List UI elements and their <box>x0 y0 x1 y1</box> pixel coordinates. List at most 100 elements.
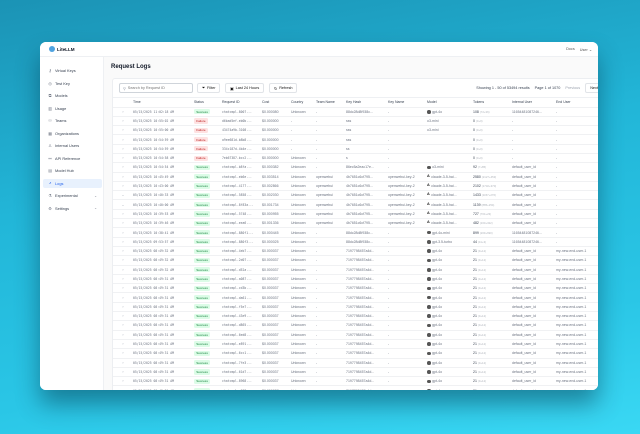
table-row[interactable]: › 05/15/2025 10:54:58 AM Failure 7eb67387-b… <box>113 153 598 164</box>
sidebar-item-organizations[interactable]: ▦ Organizations <box>43 129 102 138</box>
chevron-right-icon[interactable]: › <box>113 330 132 340</box>
sidebar-item-logs[interactable]: ⩘ Logs <box>43 178 102 188</box>
request-id-cell[interactable]: chatcmpl-8f83a... <box>221 199 261 210</box>
request-id-cell[interactable]: chatcmpl-5748... <box>221 209 261 220</box>
table-row[interactable]: › 05/15/2025 10:54:59 AM Failure a9ee681d-b… <box>113 134 598 145</box>
table-row[interactable]: › 05/15/2025 10:43:00 AM Success chatcmpl-4… <box>113 181 598 192</box>
chevron-right-icon[interactable]: › <box>113 246 132 257</box>
table-row[interactable]: › 05/15/2025 10:39:53 AM Success chatcmpl-5… <box>113 209 598 220</box>
request-id-cell[interactable]: chatcmpl-7fe3... <box>221 358 261 368</box>
chevron-right-icon[interactable]: › <box>113 218 132 229</box>
request-id-cell[interactable]: chatcmpl-61d7... <box>221 367 261 378</box>
table-row[interactable]: › 05/15/2025 08:49:31 AM Success chatcmpl-7… <box>113 358 598 368</box>
logo[interactable]: LiteLLM <box>49 46 75 52</box>
table-row[interactable]: › 05/15/2025 10:38:41 AM Success chatcmpl-8… <box>113 227 598 238</box>
chevron-right-icon[interactable]: › <box>113 385 132 390</box>
table-row[interactable]: › 05/15/2025 08:49:31 AM Success chatcmpl-6… <box>113 330 598 340</box>
request-id-cell[interactable]: chatcmpl-d865... <box>221 320 261 331</box>
table-row[interactable]: › 05/15/2025 08:49:31 AM Success chatcmpl-8… <box>113 376 598 387</box>
request-id-cell[interactable]: chatcmpl-5858... <box>221 190 261 201</box>
table-row[interactable]: › 05/15/2025 08:49:32 AM Success chatcmpl-4… <box>113 246 598 257</box>
request-id-cell[interactable]: chatcmpl-b8fa... <box>221 162 261 173</box>
request-id-cell[interactable]: chatcmpl-cd3b... <box>221 283 261 294</box>
chevron-right-icon[interactable]: › <box>113 153 132 164</box>
chevron-right-icon[interactable]: › <box>113 134 132 145</box>
request-id-cell[interactable]: 334c187d-4b4e... <box>221 144 261 155</box>
sidebar-item-usage[interactable]: ▥ Usage <box>43 104 102 113</box>
chevron-right-icon[interactable]: › <box>113 181 132 192</box>
request-id-cell[interactable]: chatcmpl-6ed8... <box>221 330 261 340</box>
request-id-cell[interactable]: chatcmpl-880f3... <box>221 237 261 247</box>
table-row[interactable]: › 05/15/2025 08:49:31 AM Success chatcmpl-a… <box>113 274 598 285</box>
sidebar-item-internal-users[interactable]: ♙ Internal Users <box>43 141 102 150</box>
table-row[interactable]: › 05/15/2025 08:49:31 AM Success chatcmpl-4… <box>113 311 598 322</box>
chevron-right-icon[interactable]: › <box>113 209 132 220</box>
request-id-cell[interactable]: chatcmpl-eea6... <box>221 218 261 229</box>
sidebar-item-virtual-keys[interactable]: ⚷ Virtual Keys <box>43 66 102 75</box>
table-row[interactable]: › 05/15/2025 11:02:18 AM Success chatcmpl-8… <box>113 107 598 117</box>
chevron-right-icon[interactable]: › <box>113 339 132 350</box>
chevron-right-icon[interactable]: › <box>113 311 132 322</box>
table-row[interactable]: › 05/15/2025 08:49:31 AM Success chatcmpl-d… <box>113 320 598 331</box>
sidebar-item-model-hub[interactable]: ▤ Model Hub <box>43 166 102 175</box>
request-id-cell[interactable]: chatcmpl-4177... <box>221 181 261 192</box>
sidebar-item-teams[interactable]: ⚇ Teams <box>43 116 102 125</box>
chevron-down-icon[interactable]: ⌄ <box>113 199 132 210</box>
request-id-cell[interactable]: chatcmpl-6cc1... <box>221 348 261 359</box>
chevron-right-icon[interactable]: › <box>113 320 132 331</box>
chevron-right-icon[interactable]: › <box>113 274 132 285</box>
search-input[interactable] <box>127 86 188 90</box>
chevron-right-icon[interactable]: › <box>113 302 132 313</box>
request-id-cell[interactable]: 43474a9b-3108... <box>221 125 261 136</box>
chevron-right-icon[interactable]: › <box>113 172 132 182</box>
chevron-right-icon[interactable]: › <box>113 283 132 294</box>
chevron-right-icon[interactable]: › <box>113 292 132 303</box>
chevron-right-icon[interactable]: › <box>113 358 132 368</box>
table-row[interactable]: › 05/15/2025 10:55:02 AM Failure d6bad5ef-e… <box>113 116 598 127</box>
time-range-button[interactable]: ▣ Last 24 Hours <box>225 83 265 93</box>
sidebar-item-test-key[interactable]: ◎ Test Key <box>43 79 102 88</box>
table-row[interactable]: › 05/15/2025 10:39:46 AM Success chatcmpl-e… <box>113 218 598 229</box>
sidebar-item-settings[interactable]: ⚙ Settings ⌄ <box>43 204 102 213</box>
chevron-right-icon[interactable]: › <box>113 348 132 359</box>
sidebar-item-experimental[interactable]: ⚗ Experimental ⌄ <box>43 191 102 200</box>
table-row[interactable]: › 05/15/2025 08:49:31 AM Success chatcmpl-f… <box>113 302 598 313</box>
chevron-right-icon[interactable]: › <box>113 376 132 387</box>
table-row[interactable]: › 05/15/2025 08:49:32 AM Success chatcmpl-d… <box>113 265 598 275</box>
search-box[interactable]: ⚲ <box>119 83 193 93</box>
table-row[interactable]: › 05/15/2025 10:45:49 AM Success chatcmpl-e… <box>113 172 598 182</box>
request-id-cell[interactable]: 7eb67387-bcc2... <box>221 153 261 164</box>
chevron-right-icon[interactable]: › <box>113 144 132 155</box>
table-row[interactable]: › 05/15/2025 10:55:00 AM Failure 43474a9b-3… <box>113 125 598 136</box>
table-row[interactable]: › 05/15/2025 09:53:57 AM Success chatcmpl-8… <box>113 237 598 247</box>
request-id-cell[interactable]: d6bad5ef-eb0b... <box>221 116 261 127</box>
table-row[interactable]: › 05/15/2025 08:49:31 AM Success chatcmpl-6… <box>113 348 598 359</box>
chevron-right-icon[interactable]: › <box>113 162 132 173</box>
chevron-right-icon[interactable]: › <box>113 367 132 378</box>
table-row[interactable]: › 05/15/2025 10:54:54 AM Success chatcmpl-b… <box>113 162 598 173</box>
chevron-right-icon[interactable]: › <box>113 227 132 238</box>
chevron-right-icon[interactable]: › <box>113 265 132 275</box>
table-row[interactable]: › 05/15/2025 08:49:31 AM Success chatcmpl-c… <box>113 283 598 294</box>
chevron-right-icon[interactable]: › <box>113 237 132 247</box>
previous-button[interactable]: Previous <box>565 86 581 90</box>
request-id-cell[interactable]: chatcmpl-8968... <box>221 376 261 387</box>
table-row[interactable]: › 05/15/2025 08:49:31 AM Success chatcmpl-d… <box>113 292 598 303</box>
table-row[interactable]: › 05/15/2025 08:49:31 AM Success chatcmpl-6… <box>113 367 598 378</box>
docs-link[interactable]: Docs <box>566 47 575 51</box>
table-row[interactable]: ⌄ 05/15/2025 10:40:00 AM Success chatcmpl-8… <box>113 199 598 210</box>
chevron-right-icon[interactable]: › <box>113 116 132 127</box>
request-id-cell[interactable]: chatcmpl-2d07... <box>221 255 261 266</box>
request-id-cell[interactable]: chatcmpl-e377... <box>221 385 261 390</box>
filter-button[interactable]: ⏷ Filter <box>197 83 221 93</box>
next-button[interactable]: Next <box>585 83 598 93</box>
sidebar-item-api-reference[interactable]: ⚯ API Reference <box>43 154 102 163</box>
table-row[interactable]: › 05/15/2025 08:49:32 AM Success chatcmpl-2… <box>113 255 598 266</box>
request-id-cell[interactable]: chatcmpl-e891... <box>221 339 261 350</box>
request-id-cell[interactable]: chatcmpl-880f1... <box>221 227 261 238</box>
request-id-cell[interactable]: chatcmpl-a087... <box>221 274 261 285</box>
request-id-cell[interactable]: chatcmpl-43e9... <box>221 311 261 322</box>
request-id-cell[interactable]: chatcmpl-da61... <box>221 292 261 303</box>
